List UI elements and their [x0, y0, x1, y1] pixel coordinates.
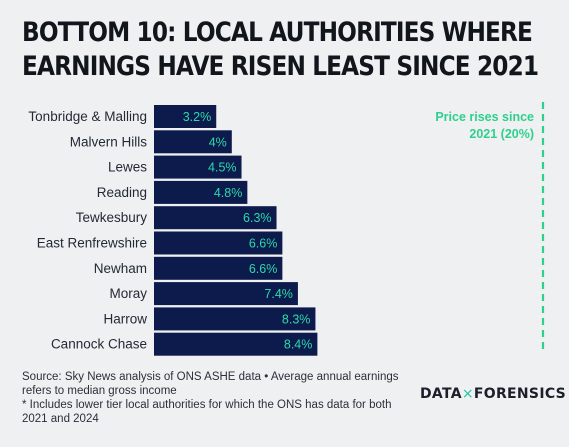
value-label: 8.4% — [284, 338, 313, 352]
category-label: Tonbridge & Malling — [28, 109, 147, 124]
bar — [154, 206, 277, 230]
logo-separator: × — [461, 386, 474, 402]
chart-title-line-2: EARNINGS HAVE RISEN LEAST SINCE 2021 — [22, 51, 539, 82]
value-label: 6.3% — [243, 211, 272, 225]
bar — [154, 105, 217, 128]
source-line-3: * Includes lower tier local authorities … — [22, 399, 392, 411]
bar — [154, 231, 283, 255]
value-label: 3.2% — [183, 110, 212, 124]
bar — [154, 130, 232, 154]
bar — [154, 256, 283, 280]
bar — [154, 180, 248, 204]
bar — [154, 307, 316, 331]
chart-title-line-1: BOTTOM 10: LOCAL AUTHORITIES WHERE — [22, 17, 533, 48]
category-label: Tewkesbury — [76, 210, 148, 225]
category-label: Reading — [97, 185, 147, 200]
category-label: Lewes — [108, 160, 147, 175]
source-line-4: 2021 and 2024 — [22, 413, 99, 425]
data-forensics-logo: DATA×FORENSICS — [420, 386, 566, 402]
source-note: Source: Sky News analysis of ONS ASHE da… — [22, 370, 412, 426]
value-label: 4.5% — [208, 161, 237, 175]
reference-label: Price rises since — [435, 110, 534, 124]
value-label: 8.3% — [282, 312, 311, 326]
bar — [154, 282, 298, 306]
chart-title: BOTTOM 10: LOCAL AUTHORITIES WHERE EARNI… — [22, 16, 539, 84]
value-label: 6.6% — [249, 262, 278, 276]
category-label: Newham — [94, 261, 147, 276]
category-label: East Renfrewshire — [37, 236, 147, 251]
source-line-2: refers to median gross income — [22, 385, 177, 397]
value-label: 4% — [209, 135, 227, 149]
bar — [154, 155, 242, 179]
bar — [154, 332, 318, 356]
logo-right: FORENSICS — [473, 386, 567, 402]
logo-left: DATA — [420, 386, 462, 402]
reference-label: 2021 (20%) — [469, 127, 534, 141]
value-label: 4.8% — [214, 186, 243, 200]
value-label: 7.4% — [264, 287, 293, 301]
category-label: Cannock Chase — [51, 337, 147, 352]
category-label: Malvern Hills — [70, 134, 148, 149]
value-label: 6.6% — [249, 237, 278, 251]
category-label: Moray — [109, 286, 147, 301]
source-line-1: Source: Sky News analysis of ONS ASHE da… — [22, 371, 399, 383]
category-label: Harrow — [103, 311, 147, 326]
